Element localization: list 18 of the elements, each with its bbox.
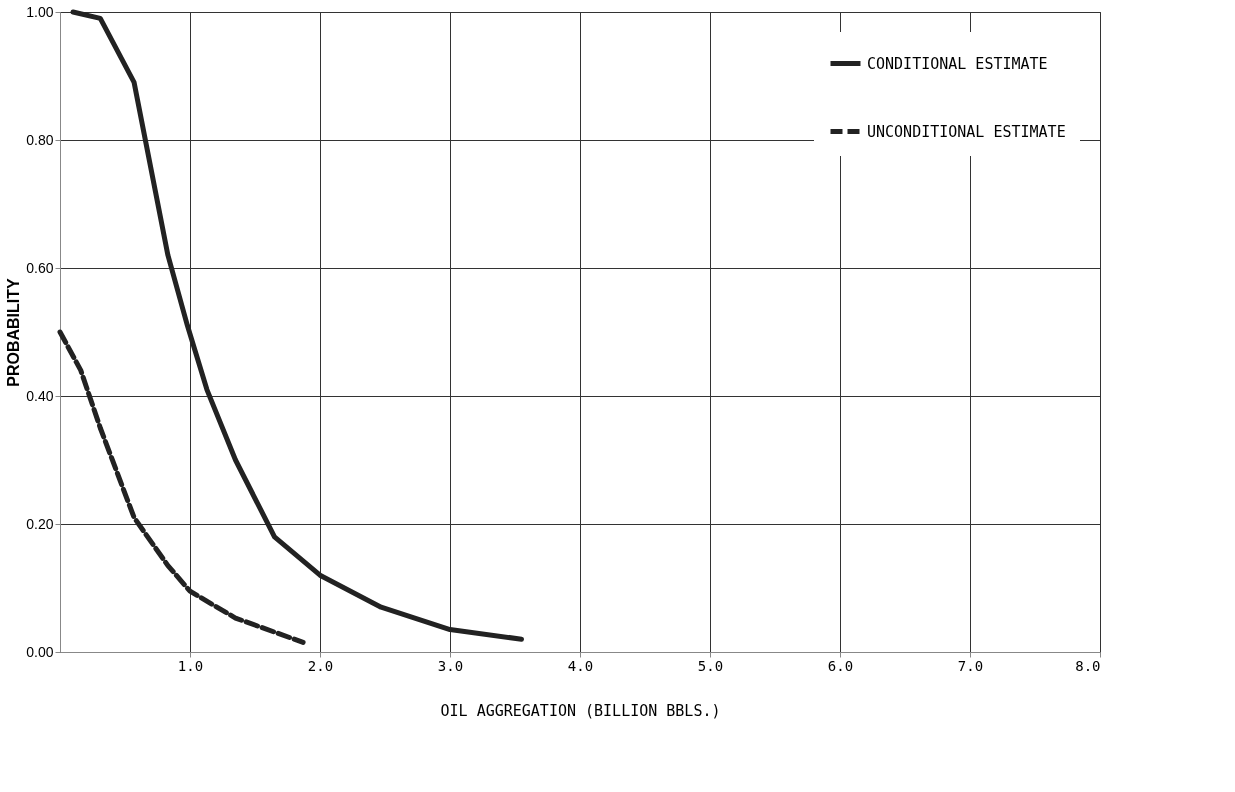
y-tick-label: 0.00: [26, 643, 54, 660]
legend-label: UNCONDITIONAL ESTIMATE: [867, 122, 1066, 141]
y-tick-label: 0.40: [26, 387, 54, 404]
x-tick-label: 7.0: [957, 657, 984, 674]
y-tick-label: 0.20: [26, 515, 54, 532]
x-tick-label: 5.0: [697, 657, 724, 674]
x-tick-label: 3.0: [437, 657, 464, 674]
x-tick-label: 1.0: [177, 657, 204, 674]
x-axis-title: OIL AGGREGATION (BILLION BBLS.): [440, 701, 721, 720]
x-tick-label: 6.0: [827, 657, 854, 674]
x-tick-label: 2.0: [307, 657, 334, 674]
y-axis-title: PROBABILITY: [5, 277, 23, 387]
y-tick-label: 1.00: [26, 3, 54, 20]
y-tick-label: 0.60: [26, 259, 54, 276]
x-tick-label: 8.0: [1075, 657, 1101, 674]
y-tick-label: 0.80: [26, 131, 54, 148]
legend-label: CONDITIONAL ESTIMATE: [867, 54, 1048, 73]
x-tick-label: 4.0: [567, 657, 594, 674]
